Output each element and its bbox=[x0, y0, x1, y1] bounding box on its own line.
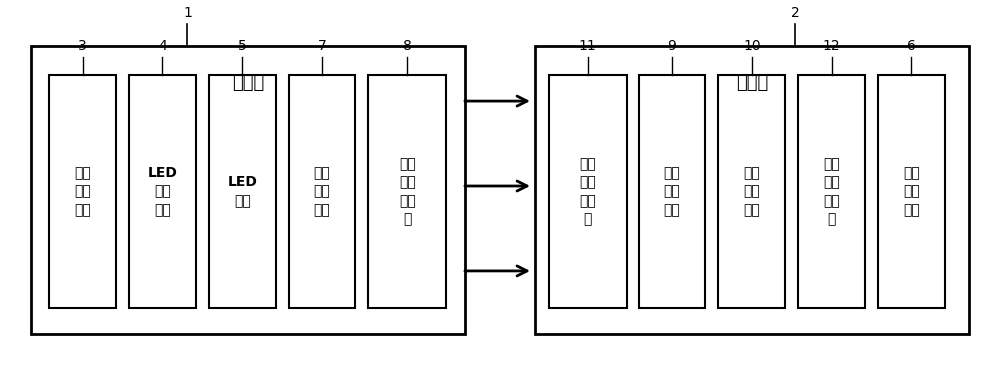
Bar bbox=[31, 46, 465, 334]
Text: 7: 7 bbox=[318, 39, 326, 53]
Text: 2: 2 bbox=[791, 6, 800, 20]
Bar bbox=[289, 75, 355, 308]
Bar bbox=[718, 75, 785, 308]
Text: 发射
端聚
集透
镜: 发射 端聚 集透 镜 bbox=[399, 157, 416, 226]
Text: 发射
端偏
振片: 发射 端偏 振片 bbox=[314, 166, 330, 217]
Bar bbox=[535, 46, 969, 334]
Text: 接收
端聚
焦透
镜: 接收 端聚 焦透 镜 bbox=[579, 157, 596, 226]
Text: 发射端: 发射端 bbox=[232, 74, 264, 92]
Text: 信号
解调
模块: 信号 解调 模块 bbox=[903, 166, 920, 217]
Text: 9: 9 bbox=[668, 39, 676, 53]
Text: 1: 1 bbox=[183, 6, 192, 20]
Text: 接收端: 接收端 bbox=[736, 74, 768, 92]
Text: 6: 6 bbox=[907, 39, 916, 53]
Bar bbox=[49, 75, 116, 308]
Bar bbox=[129, 75, 196, 308]
Text: 3: 3 bbox=[78, 39, 87, 53]
Text: LED
阵列: LED 阵列 bbox=[227, 175, 257, 208]
Text: 4: 4 bbox=[158, 39, 167, 53]
Text: 接收
端滤
波片: 接收 端滤 波片 bbox=[664, 166, 680, 217]
Text: LED
驱动
模块: LED 驱动 模块 bbox=[148, 166, 177, 217]
Bar bbox=[549, 75, 627, 308]
Text: 10: 10 bbox=[743, 39, 761, 53]
Bar bbox=[209, 75, 276, 308]
Text: 12: 12 bbox=[823, 39, 840, 53]
Text: 11: 11 bbox=[579, 39, 597, 53]
Text: 接收
端偏
振片: 接收 端偏 振片 bbox=[743, 166, 760, 217]
Text: 5: 5 bbox=[238, 39, 247, 53]
Bar bbox=[798, 75, 865, 308]
Bar bbox=[878, 75, 945, 308]
Text: 信号
调制
模块: 信号 调制 模块 bbox=[74, 166, 91, 217]
Bar bbox=[368, 75, 446, 308]
Text: 光电
检测
器阵
列: 光电 检测 器阵 列 bbox=[823, 157, 840, 226]
Text: 8: 8 bbox=[403, 39, 412, 53]
Bar bbox=[639, 75, 705, 308]
